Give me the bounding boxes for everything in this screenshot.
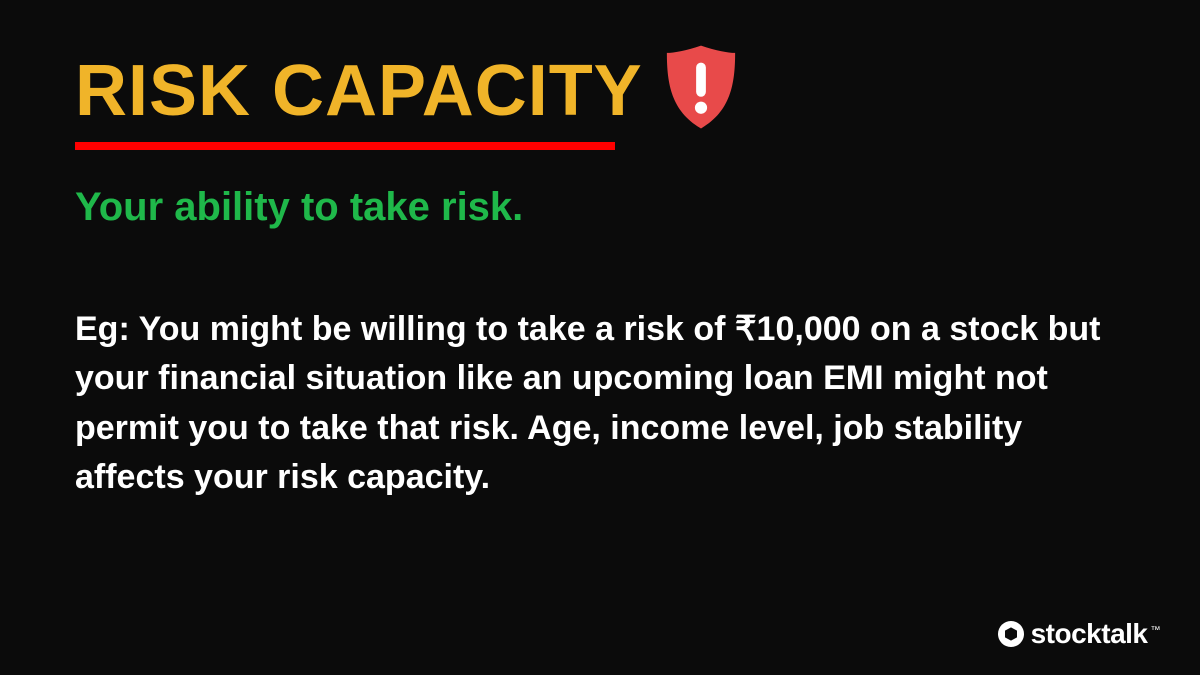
slide-body: Eg: You might be willing to take a risk … bbox=[75, 305, 1125, 502]
brand-hex-icon bbox=[998, 621, 1024, 647]
brand-trademark: ™ bbox=[1151, 625, 1161, 636]
slide-title: RISK CAPACITY bbox=[75, 55, 643, 127]
title-row: RISK CAPACITY bbox=[75, 50, 1125, 132]
brand-name: stocktalk bbox=[1031, 618, 1148, 650]
title-underline bbox=[75, 142, 615, 150]
brand-logo: stocktalk ™ bbox=[998, 618, 1160, 650]
slide: RISK CAPACITY Your ability to take risk.… bbox=[0, 0, 1200, 675]
warning-shield-icon bbox=[661, 42, 741, 132]
slide-subtitle: Your ability to take risk. bbox=[75, 185, 1125, 230]
